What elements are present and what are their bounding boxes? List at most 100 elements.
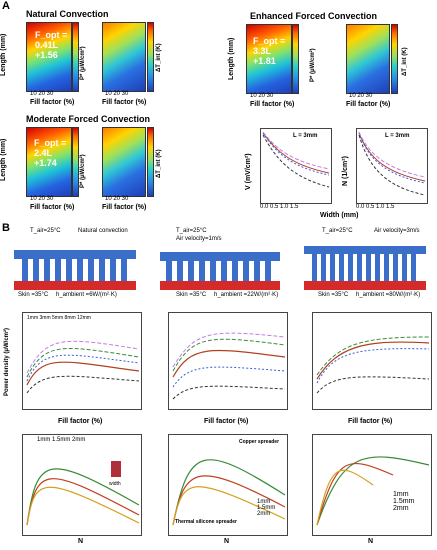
top-plate xyxy=(304,246,426,254)
legend-item: 12mm xyxy=(77,315,91,321)
pd-fill-natural-chart: 1mm 3mm 5mm 8mm 12mm xyxy=(22,312,142,410)
pd-n-enhanced-chart: 1mm 1.5mm 2mm xyxy=(312,434,432,536)
pd-fill-enhanced-chart xyxy=(312,312,432,410)
legend: 1mm 1.5mm 2mm xyxy=(37,437,85,443)
moderate-dt-colorbar xyxy=(147,127,154,197)
natural-colorbar xyxy=(72,22,79,92)
sch2-skin: Skin =35°C xyxy=(176,292,207,298)
sch3-tair: T_air=25°C xyxy=(322,228,353,234)
moderate-pstar-label: P* (μW/cm²) xyxy=(80,154,86,188)
tick-labels: 10 20 30 xyxy=(105,91,129,97)
moderate-colorbar xyxy=(72,127,79,197)
top-plate xyxy=(14,250,136,259)
natural-pstar-label: P* (μW/cm²) xyxy=(80,46,86,80)
enhanced-convection-title: Enhanced Forced Convection xyxy=(250,11,378,21)
annot-line: 0.41L xyxy=(35,40,59,50)
moderate-pstar-heatmap xyxy=(102,127,146,197)
legend-item: 1mm xyxy=(37,437,51,443)
number-vs-width-chart: L = 3mm xyxy=(356,128,428,204)
enhanced-pstar-heatmap xyxy=(346,24,390,94)
tick-labels: 0.0 0.5 1.0 1.5 xyxy=(356,204,395,210)
natural-fill-axis-label-2: Fill factor (%) xyxy=(102,99,147,106)
legend-item: 1mm xyxy=(393,491,409,498)
annot-line: +1.81 xyxy=(253,56,276,66)
pd-curves xyxy=(26,340,140,394)
number-curves xyxy=(358,131,426,196)
pd-n-curves xyxy=(316,456,430,526)
silicone-note: Thermal silicone spreader xyxy=(175,519,237,525)
sch1-h: h_ambient =6W/(m²·K) xyxy=(56,292,117,298)
v-l-label: L = 3mm xyxy=(293,133,318,139)
moderate-dt-label: ΔT_int (K) xyxy=(156,149,162,178)
tick-labels: 10 20 30 xyxy=(250,93,274,99)
pd-curves xyxy=(172,332,286,400)
schematic-moderate: T_air=25°C Air velocity=1m/s Skin =35°C … xyxy=(152,226,288,302)
width-axis-label: Width (mm) xyxy=(320,212,359,219)
legend: 1mm 3mm 5mm 8mm 12mm xyxy=(27,315,91,321)
legend-item: 1mm xyxy=(257,499,271,505)
legend-item: 2mm xyxy=(72,437,86,443)
natural-dt-label: ΔT_int (K) xyxy=(156,43,162,72)
bottom-plate xyxy=(304,281,426,290)
tick-labels: 10 20 30 xyxy=(105,196,129,202)
natural-convection-title: Natural Convection xyxy=(26,9,109,19)
sch3-mode: Air velocity=3m/s xyxy=(374,228,420,234)
enhanced-pstar-label: P* (μW/cm²) xyxy=(310,48,316,82)
sch2-h: h_ambient =22W/(m²·K) xyxy=(214,292,279,298)
natural-pstar-heatmap xyxy=(102,22,146,92)
legend: 1mm 1.5mm 2mm xyxy=(257,499,275,517)
voltage-curves xyxy=(262,131,330,188)
pd-n-curves xyxy=(26,468,140,526)
tick-labels: 10 20 30 xyxy=(30,196,54,202)
pd-curves xyxy=(316,336,430,394)
sch1-tair: T_air=25°C xyxy=(30,228,61,234)
device-icon xyxy=(111,461,121,477)
legs xyxy=(22,259,128,281)
enhanced-length-axis-label: Length (mm) xyxy=(228,37,235,80)
sch2-tair: T_air=25°C xyxy=(176,228,207,234)
fill-axis-label-3: Fill factor (%) xyxy=(348,418,393,425)
natural-fill-axis-label: Fill factor (%) xyxy=(30,99,75,106)
sch1-mode: Natural convection xyxy=(78,228,128,234)
legs xyxy=(312,254,418,281)
legs xyxy=(166,261,274,281)
natural-fopt-heatmap xyxy=(26,22,72,92)
legend-item: 8mm xyxy=(64,315,76,321)
tick-labels: 10 20 30 xyxy=(30,91,54,97)
schematic-enhanced: T_air=25°C Air velocity=3m/s Skin =35°C … xyxy=(298,226,432,302)
legend-item: 2mm xyxy=(257,511,271,517)
v-axis-label: V (mV/cm²) xyxy=(245,153,252,190)
pd-axis-label: Power density (μW/cm²) xyxy=(4,327,10,396)
fill-axis-label-2: Fill factor (%) xyxy=(204,418,249,425)
moderate-fill-axis-label: Fill factor (%) xyxy=(30,204,75,211)
natural-dt-colorbar xyxy=(147,22,154,92)
annot-line: 2.4L xyxy=(34,148,53,158)
enhanced-fopt-annotation: F_opt = 3.3L +1.81 xyxy=(253,36,285,66)
enhanced-fill-axis-label-2: Fill factor (%) xyxy=(346,101,391,108)
pd-fill-moderate-chart xyxy=(168,312,288,410)
panel-b-label: B xyxy=(2,222,10,234)
annot-line: F_opt = xyxy=(35,30,68,40)
moderate-fill-axis-label-2: Fill factor (%) xyxy=(102,204,147,211)
annot-line: +1.56 xyxy=(35,50,58,60)
legend-item: 1mm xyxy=(27,315,39,321)
enhanced-dt-label: ΔT_int (K) xyxy=(402,47,408,76)
tick-labels: 0.0 0.5 1.0 1.5 xyxy=(260,204,299,210)
enhanced-fill-axis-label: Fill factor (%) xyxy=(250,101,295,108)
legend-item: 1.5mm xyxy=(257,505,276,511)
legend-item: 1.5mm xyxy=(52,437,71,443)
enhanced-colorbar xyxy=(292,24,299,94)
moderate-fopt-heatmap xyxy=(26,127,72,197)
annot-line: F_opt = xyxy=(253,36,286,46)
pd-n-moderate-chart: Copper spreader Thermal silicone spreade… xyxy=(168,434,288,536)
moderate-length-axis-label: Length (mm) xyxy=(0,138,7,181)
top-plate xyxy=(160,252,280,261)
sch3-h: h_ambient =80W/(m²·K) xyxy=(356,292,421,298)
pd-n-curves xyxy=(172,459,286,526)
annot-line: 3.3L xyxy=(253,46,272,56)
fill-axis-label-1: Fill factor (%) xyxy=(58,418,103,425)
n-axis-label: N (1/cm²) xyxy=(342,156,349,186)
bottom-plate xyxy=(14,281,136,290)
enhanced-fopt-heatmap xyxy=(246,24,292,94)
pd-n-natural-chart: 1mm 1.5mm 2mm width xyxy=(22,434,142,536)
